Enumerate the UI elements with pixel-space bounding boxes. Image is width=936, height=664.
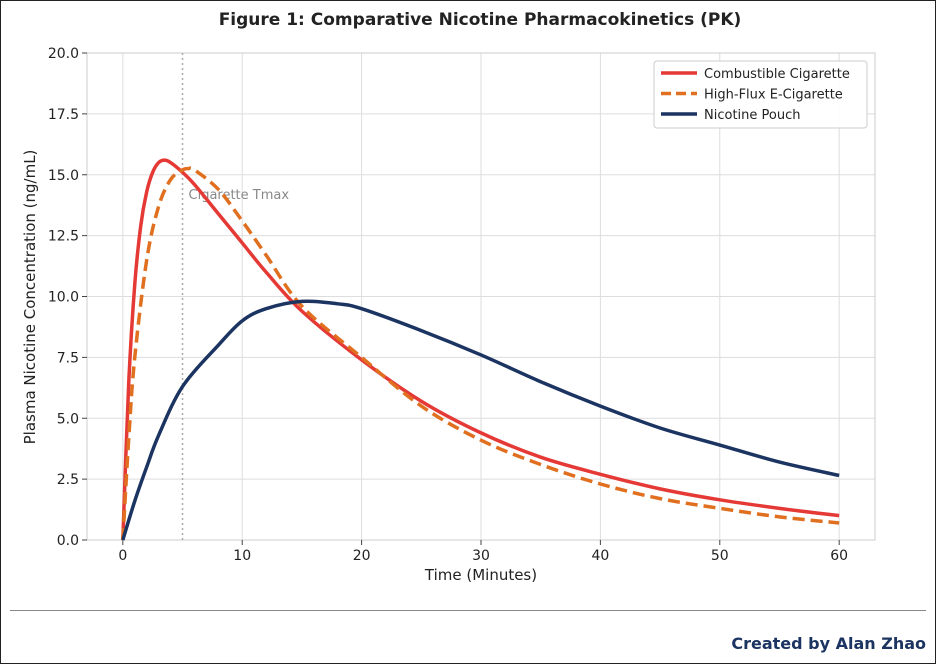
x-tick-label: 0 — [118, 548, 127, 564]
legend-label: Combustible Cigarette — [704, 67, 850, 82]
series-line-combustible-cigarette — [121, 158, 840, 541]
x-tick-label: 40 — [591, 548, 609, 564]
credit-text: Created by Alan Zhao — [731, 634, 926, 653]
legend-label: High-Flux E-Cigarette — [704, 88, 843, 103]
legend-label: Nicotine Pouch — [704, 108, 800, 123]
footer-divider — [10, 610, 926, 611]
y-tick-label: 2.5 — [57, 472, 79, 488]
y-axis-label: Plasma Nicotine Concentration (ng/mL) — [21, 150, 39, 445]
y-tick-label: 15.0 — [48, 168, 79, 184]
series-line-high-flux-e-cigarette — [121, 166, 840, 541]
legend: Combustible Cigarette High-Flux E-Cigaret… — [653, 60, 868, 129]
y-tick-label: 5.0 — [57, 411, 79, 427]
x-tick-label: 20 — [353, 548, 371, 564]
series-lines — [121, 158, 840, 541]
x-tick-label: 30 — [472, 548, 490, 564]
x-tick-label: 60 — [830, 548, 848, 564]
chart-title: Figure 1: Comparative Nicotine Pharmacok… — [219, 10, 742, 30]
tmax-annotation: Cigarette Tmax — [189, 188, 290, 203]
x-tick-label: 10 — [233, 548, 251, 564]
y-tick-label: 10.0 — [48, 290, 79, 306]
x-ticks: 0 10 20 30 40 50 60 — [118, 540, 848, 564]
x-axis-label: Time (Minutes) — [424, 566, 537, 584]
y-tick-label: 12.5 — [48, 229, 79, 245]
y-ticks: 0.0 2.5 5.0 7.5 10.0 12.5 15.0 17.5 20.0 — [48, 46, 87, 549]
y-tick-label: 20.0 — [48, 46, 79, 62]
y-tick-label: 7.5 — [57, 350, 79, 366]
y-tick-label: 0.0 — [57, 533, 79, 549]
y-tick-label: 17.5 — [48, 107, 79, 123]
series-line-nicotine-pouch — [121, 299, 840, 541]
x-tick-label: 50 — [711, 548, 729, 564]
